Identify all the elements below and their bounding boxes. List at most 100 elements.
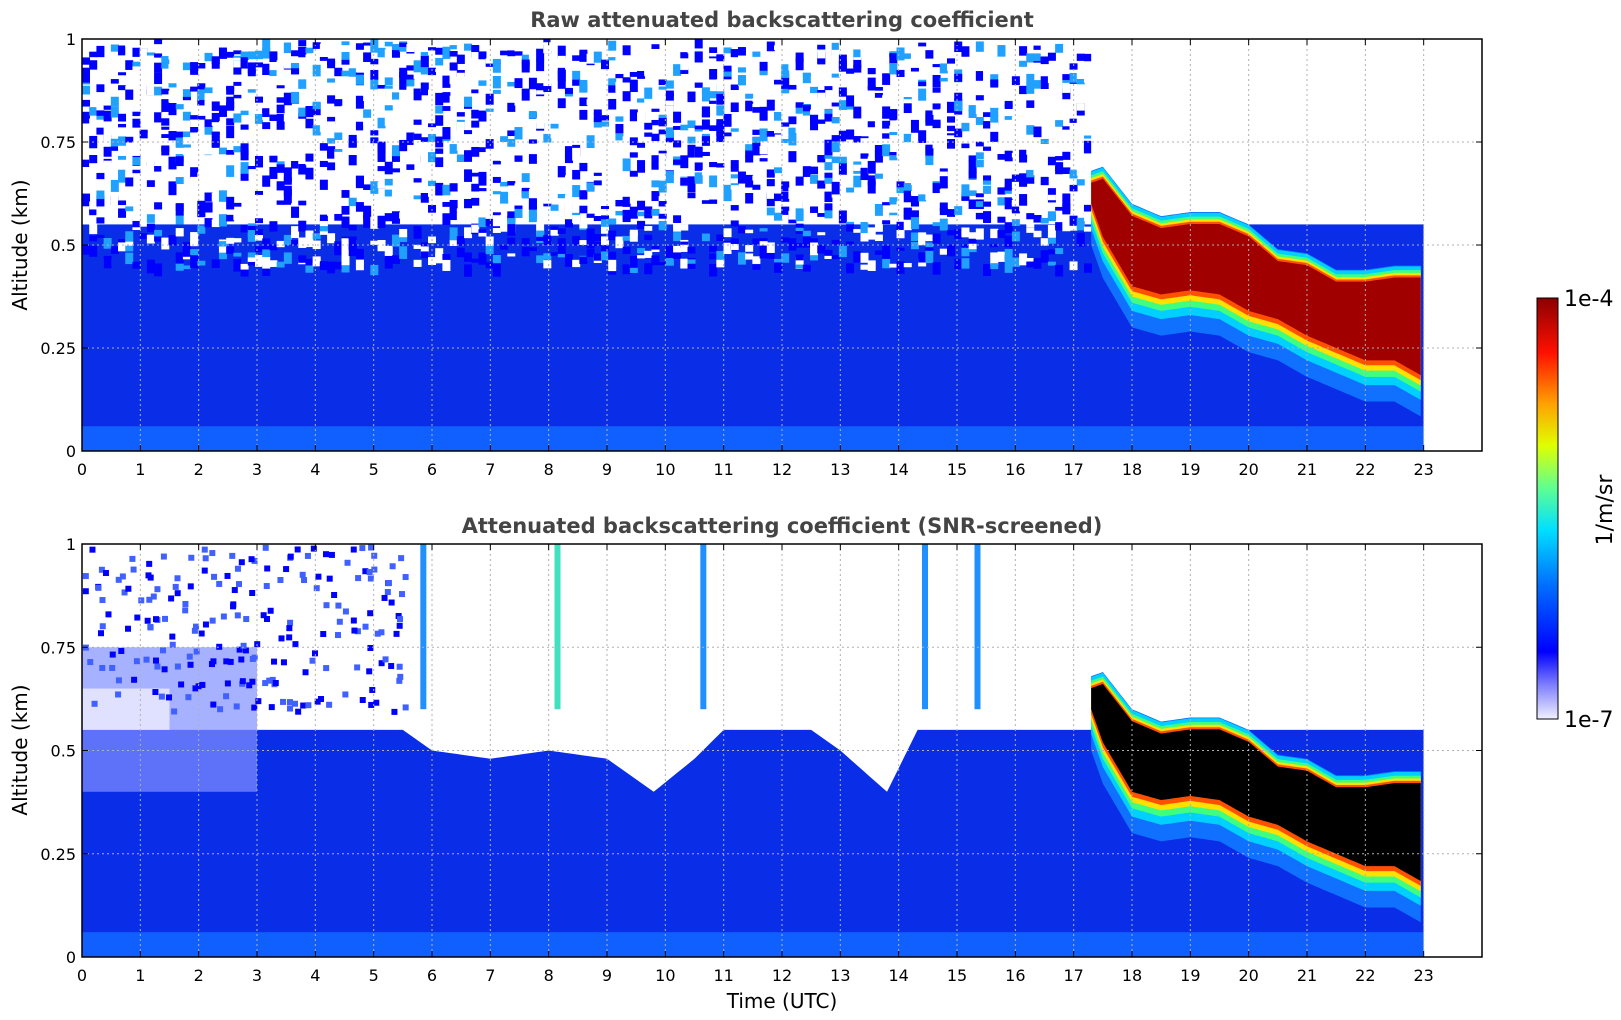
noise-speckle bbox=[1062, 93, 1071, 100]
noise-speckle bbox=[528, 154, 537, 164]
noise-speckle bbox=[896, 147, 905, 158]
noise-speckle bbox=[262, 238, 271, 244]
noise-speckle bbox=[564, 87, 573, 94]
noise-speckle bbox=[96, 208, 105, 218]
noise-speckle bbox=[182, 150, 191, 155]
noise-speckle bbox=[846, 187, 855, 193]
noise-speckle bbox=[319, 179, 328, 190]
noise-speckle bbox=[125, 231, 134, 241]
noise-speckle bbox=[354, 628, 361, 635]
raw-backscatter-panel: Raw attenuated backscattering coefficien… bbox=[8, 8, 1483, 479]
noise-speckle bbox=[464, 198, 473, 207]
noise-speckle bbox=[382, 656, 389, 663]
noise-speckle bbox=[1076, 79, 1085, 85]
noise-speckle bbox=[644, 234, 653, 241]
noise-speckle bbox=[391, 255, 400, 264]
noise-speckle bbox=[802, 264, 811, 272]
noise-speckle bbox=[327, 138, 336, 144]
noise-speckle bbox=[954, 185, 963, 192]
noise-speckle bbox=[351, 627, 358, 634]
noise-speckle bbox=[312, 240, 321, 250]
noise-speckle bbox=[305, 153, 314, 162]
noise-speckle bbox=[579, 190, 588, 200]
noise-speckle bbox=[1019, 60, 1028, 67]
noise-speckle bbox=[226, 237, 235, 244]
noise-speckle bbox=[229, 552, 236, 559]
noise-speckle bbox=[622, 77, 631, 83]
noise-speckle bbox=[882, 258, 891, 269]
noise-speckle bbox=[903, 262, 912, 268]
noise-speckle bbox=[608, 98, 617, 110]
noise-speckle bbox=[651, 208, 660, 216]
noise-speckle bbox=[564, 92, 573, 97]
noise-speckle bbox=[150, 593, 157, 600]
noise-speckle bbox=[802, 230, 811, 237]
noise-speckle bbox=[802, 166, 811, 177]
noise-speckle bbox=[658, 153, 667, 165]
noise-speckle bbox=[286, 699, 293, 706]
noise-speckle bbox=[1076, 217, 1085, 231]
noise-speckle bbox=[687, 176, 696, 189]
noise-speckle bbox=[348, 245, 357, 257]
noise-speckle bbox=[918, 238, 927, 246]
noise-speckle bbox=[406, 117, 415, 124]
noise-speckle bbox=[182, 607, 189, 614]
noise-speckle bbox=[514, 155, 523, 162]
noise-speckle bbox=[210, 701, 217, 708]
noise-speckle bbox=[312, 143, 321, 150]
noise-speckle bbox=[96, 127, 105, 132]
noise-speckle bbox=[579, 256, 588, 265]
noise-speckle bbox=[355, 202, 364, 212]
noise-speckle bbox=[709, 52, 718, 57]
noise-speckle bbox=[658, 164, 667, 177]
noise-speckle bbox=[238, 656, 245, 663]
noise-speckle bbox=[478, 110, 487, 122]
noise-speckle bbox=[745, 155, 754, 163]
noise-speckle bbox=[874, 118, 883, 129]
noise-speckle bbox=[168, 74, 177, 84]
noise-speckle bbox=[82, 117, 90, 131]
noise-speckle bbox=[420, 193, 429, 203]
noise-speckle bbox=[637, 211, 646, 217]
screened-y-axis-label: Altitude (km) bbox=[8, 684, 32, 815]
noise-speckle bbox=[103, 238, 112, 249]
noise-speckle bbox=[115, 691, 122, 698]
noise-speckle bbox=[223, 658, 230, 665]
noise-speckle bbox=[110, 96, 119, 107]
noise-speckle bbox=[391, 127, 400, 135]
noise-speckle bbox=[298, 237, 307, 248]
noise-speckle bbox=[968, 105, 977, 112]
noise-speckle bbox=[788, 210, 797, 220]
noise-speckle bbox=[442, 253, 451, 261]
noise-speckle bbox=[299, 571, 306, 578]
noise-speckle bbox=[190, 255, 199, 269]
noise-speckle bbox=[363, 160, 372, 172]
noise-speckle bbox=[240, 124, 249, 130]
noise-speckle bbox=[831, 116, 840, 124]
noise-speckle bbox=[694, 78, 703, 85]
noise-speckle bbox=[990, 263, 999, 270]
noise-speckle bbox=[262, 241, 271, 251]
noise-speckle bbox=[399, 74, 408, 86]
noise-speckle bbox=[384, 161, 393, 175]
noise-speckle bbox=[334, 261, 343, 270]
noise-speckle bbox=[975, 201, 984, 207]
noise-speckle bbox=[853, 164, 862, 171]
noise-speckle bbox=[291, 41, 300, 52]
noise-speckle bbox=[824, 203, 833, 212]
noise-speckle bbox=[730, 84, 739, 91]
noise-speckle bbox=[132, 261, 141, 269]
noise-speckle bbox=[637, 160, 646, 173]
noise-speckle bbox=[161, 112, 170, 119]
noise-speckle bbox=[269, 221, 278, 232]
noise-speckle bbox=[384, 115, 393, 126]
noise-speckle bbox=[521, 149, 530, 155]
noise-speckle bbox=[96, 190, 105, 199]
noise-speckle bbox=[521, 88, 530, 101]
noise-speckle bbox=[442, 106, 451, 111]
noise-speckle bbox=[939, 146, 948, 150]
noise-speckle bbox=[247, 89, 256, 93]
noise-speckle bbox=[368, 701, 375, 708]
noise-speckle bbox=[139, 94, 148, 101]
noise-speckle bbox=[218, 241, 227, 247]
